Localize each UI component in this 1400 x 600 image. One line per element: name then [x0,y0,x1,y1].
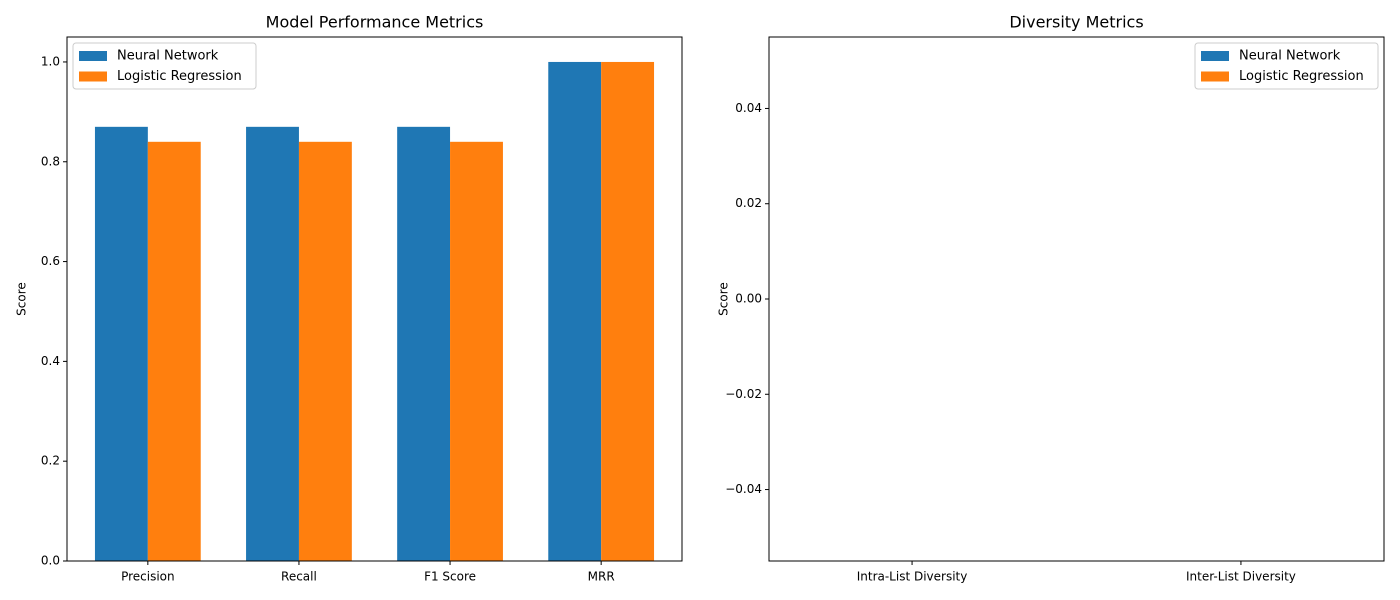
y-tick-label: 0.4 [41,354,60,368]
y-tick-label: 0.00 [735,292,762,306]
x-tick-label: Inter-List Diversity [1186,570,1296,584]
bar [397,126,451,561]
chart-title: Diversity Metrics [1009,13,1143,32]
legend-label: Neural Network [1239,49,1341,64]
legend: Neural Network Logistic Regression [1194,42,1379,90]
y-tick-label: 0.0 [41,554,60,568]
bar [147,141,201,562]
bar [298,141,352,562]
y-tick-label: 0.6 [41,254,60,268]
bar [548,61,602,561]
legend-swatch [1201,51,1229,61]
legend-label: Neural Network [117,49,219,64]
chart: Model Performance Metrics Score 0.0 0.2 0.4 0… [15,13,683,584]
legend-swatch [79,71,107,82]
y-tick-label: 0.02 [735,196,762,210]
y-tick-label: −0.04 [725,482,762,496]
x-tick-label: Recall [281,570,317,584]
legend-label: Logistic Regression [117,69,242,84]
bar [94,126,148,561]
legend: Neural Network Logistic Regression [72,42,257,90]
x-tick-label: F1 Score [424,570,476,584]
chart-title: Model Performance Metrics [266,13,484,32]
legend-swatch [79,51,107,61]
x-tick-label: Intra-List Diversity [857,570,968,584]
legend-frame [72,42,257,90]
y-tick-label: −0.02 [725,387,762,401]
y-axis-label: Score [15,282,29,316]
x-tick-label: Precision [121,570,175,584]
legend-label: Logistic Regression [1239,69,1364,84]
y-axis-label: Score [717,282,731,316]
bar [601,61,655,561]
legend-swatch [1201,71,1229,82]
chart: Diversity Metrics Score −0.04 −0.02 0.00 0.02… [717,13,1385,584]
legend-frame [1194,42,1379,90]
axes-frame [768,36,1385,562]
x-tick-label: MRR [588,570,615,584]
y-tick-label: 0.04 [735,101,762,115]
bar [246,126,299,561]
axes-frame [66,36,683,562]
y-tick-label: 1.0 [41,54,60,68]
y-tick-label: 0.8 [41,154,60,168]
bar [450,141,503,562]
y-tick-label: 0.2 [41,454,60,468]
